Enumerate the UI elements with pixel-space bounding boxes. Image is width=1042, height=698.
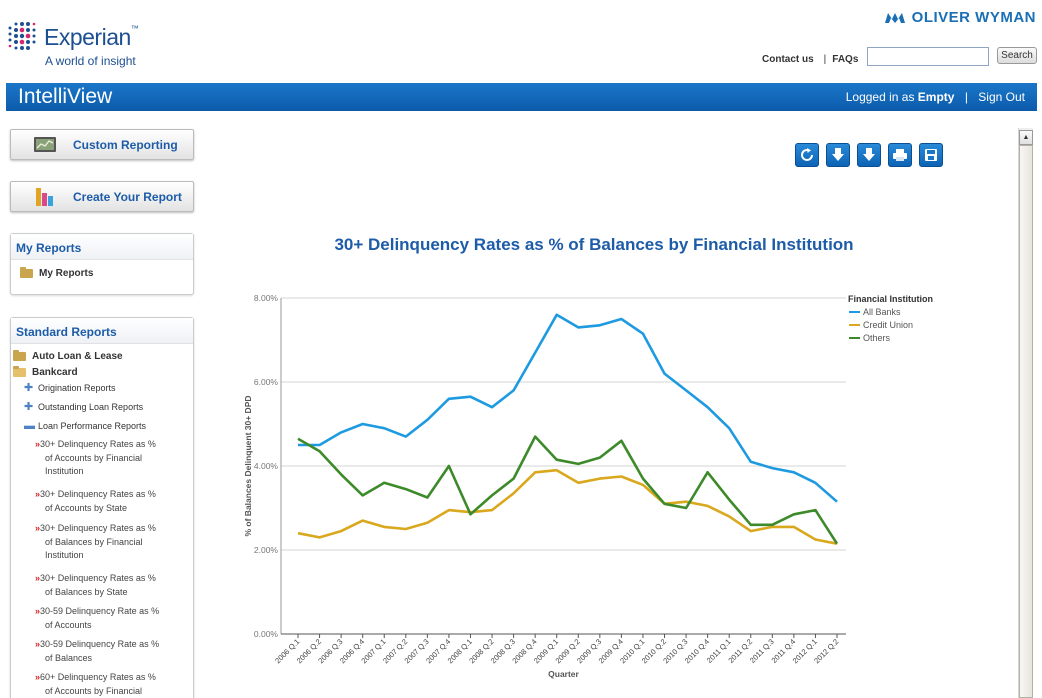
download-pdf-icon bbox=[832, 148, 844, 161]
report-link[interactable]: »30+ Delinquency Rates as % of Accounts … bbox=[35, 439, 156, 476]
standard-reports-panel: Standard Reports bbox=[10, 317, 194, 698]
chevron-right-icon: » bbox=[35, 606, 40, 616]
download-xls-button[interactable] bbox=[857, 143, 881, 167]
brand-tagline: A world of insight bbox=[45, 54, 136, 68]
chevron-right-icon: » bbox=[35, 439, 40, 449]
y-tick-label: 8.00% bbox=[254, 293, 279, 303]
vertical-scrollbar[interactable]: ▲ bbox=[1018, 128, 1033, 698]
open-folder-icon bbox=[13, 366, 26, 377]
legend-item: All Banks bbox=[863, 307, 901, 317]
app-banner: IntelliView Logged in as Empty | Sign Ou… bbox=[6, 83, 1037, 111]
create-report-button[interactable]: Create Your Report bbox=[10, 181, 194, 212]
experian-dots-icon bbox=[8, 22, 36, 50]
section-outstanding[interactable]: ✚ Outstanding Loan Reports bbox=[24, 400, 144, 413]
save-icon bbox=[925, 149, 937, 161]
chevron-right-icon: » bbox=[35, 489, 40, 499]
save-button[interactable] bbox=[919, 143, 943, 167]
sign-out-link[interactable]: Sign Out bbox=[978, 90, 1025, 104]
y-tick-label: 4.00% bbox=[254, 461, 279, 471]
series-line-credit-union bbox=[297, 468, 838, 545]
y-tick-label: 0.00% bbox=[254, 629, 279, 639]
legend-title: Financial Institution bbox=[848, 294, 933, 304]
category-auto-loan[interactable]: Auto Loan & Lease bbox=[13, 350, 123, 362]
custom-reporting-label: Custom Reporting bbox=[73, 137, 178, 152]
scroll-up-icon[interactable]: ▲ bbox=[1019, 130, 1033, 145]
my-reports-panel: My Reports My Reports bbox=[10, 233, 194, 295]
folder-icon bbox=[13, 350, 26, 361]
x-axis-title: Quarter bbox=[548, 669, 579, 679]
chevron-right-icon: » bbox=[35, 573, 40, 583]
refresh-icon bbox=[801, 148, 813, 161]
scroll-thumb[interactable] bbox=[1019, 145, 1033, 698]
search-input[interactable] bbox=[867, 47, 989, 66]
username: Empty bbox=[917, 90, 955, 104]
report-link[interactable]: »30+ Delinquency Rates as % of Balances … bbox=[35, 573, 156, 597]
report-link[interactable]: »60+ Delinquency Rates as % of Accounts … bbox=[35, 672, 156, 696]
oliver-wyman-mark-icon bbox=[884, 12, 905, 23]
legend-item: Credit Union bbox=[863, 320, 913, 330]
download-pdf-button[interactable] bbox=[826, 143, 850, 167]
my-reports-folder[interactable]: My Reports bbox=[20, 267, 93, 279]
y-tick-label: 6.00% bbox=[254, 377, 279, 387]
partner-name: OLIVER WYMAN bbox=[911, 9, 1036, 26]
custom-reporting-button[interactable]: Custom Reporting bbox=[10, 129, 194, 160]
login-status: Logged in as Empty | Sign Out bbox=[845, 90, 1025, 104]
print-icon bbox=[893, 149, 907, 161]
category-bankcard[interactable]: Bankcard bbox=[13, 366, 78, 378]
folder-icon bbox=[20, 267, 33, 278]
chart-title: 30+ Delinquency Rates as % of Balances b… bbox=[334, 235, 854, 254]
series-line-all-banks bbox=[298, 313, 838, 503]
my-reports-title: My Reports bbox=[11, 234, 193, 260]
report-link[interactable]: »30-59 Delinquency Rate as % of Accounts bbox=[35, 606, 160, 630]
y-axis-title: % of Balances Delinquent 30+ DPD bbox=[243, 396, 253, 537]
create-report-label: Create Your Report bbox=[73, 189, 182, 204]
section-origination[interactable]: ✚ Origination Reports bbox=[24, 381, 116, 394]
series-line-others bbox=[297, 435, 839, 545]
collapse-icon[interactable]: ▬ bbox=[24, 419, 35, 432]
report-link[interactable]: »30+ Delinquency Rates as % of Balances … bbox=[35, 523, 156, 560]
experian-logo[interactable]: Experian™ A world of insight bbox=[6, 20, 166, 70]
chevron-right-icon: » bbox=[35, 639, 40, 649]
header-links: Contact us | FAQs bbox=[762, 54, 859, 65]
refresh-button[interactable] bbox=[795, 143, 819, 167]
oliver-wyman-logo[interactable]: OLIVER WYMAN bbox=[884, 9, 1036, 26]
expand-icon[interactable]: ✚ bbox=[24, 381, 34, 394]
chart-screen-icon bbox=[34, 136, 56, 152]
chevron-right-icon: » bbox=[35, 672, 40, 682]
contact-us-link[interactable]: Contact us bbox=[762, 54, 814, 65]
brand-name: Experian bbox=[44, 24, 131, 50]
search-button[interactable]: Search bbox=[997, 47, 1037, 64]
app-title: IntelliView bbox=[18, 85, 113, 108]
standard-reports-title: Standard Reports bbox=[11, 318, 193, 344]
legend-item: Others bbox=[863, 333, 891, 343]
faqs-link[interactable]: FAQs bbox=[832, 54, 859, 65]
download-xls-icon bbox=[863, 148, 875, 161]
chart-toolbar bbox=[795, 143, 943, 167]
bar-chart-icon bbox=[36, 187, 53, 206]
print-button[interactable] bbox=[888, 143, 912, 167]
section-loan-performance[interactable]: ▬ Loan Performance Reports bbox=[24, 419, 147, 432]
chevron-right-icon: » bbox=[35, 523, 40, 533]
expand-icon[interactable]: ✚ bbox=[24, 400, 34, 413]
y-tick-label: 2.00% bbox=[254, 545, 279, 555]
report-link[interactable]: »30-59 Delinquency Rate as % of Balances bbox=[35, 639, 160, 663]
report-link[interactable]: »30+ Delinquency Rates as % of Accounts … bbox=[35, 489, 156, 513]
